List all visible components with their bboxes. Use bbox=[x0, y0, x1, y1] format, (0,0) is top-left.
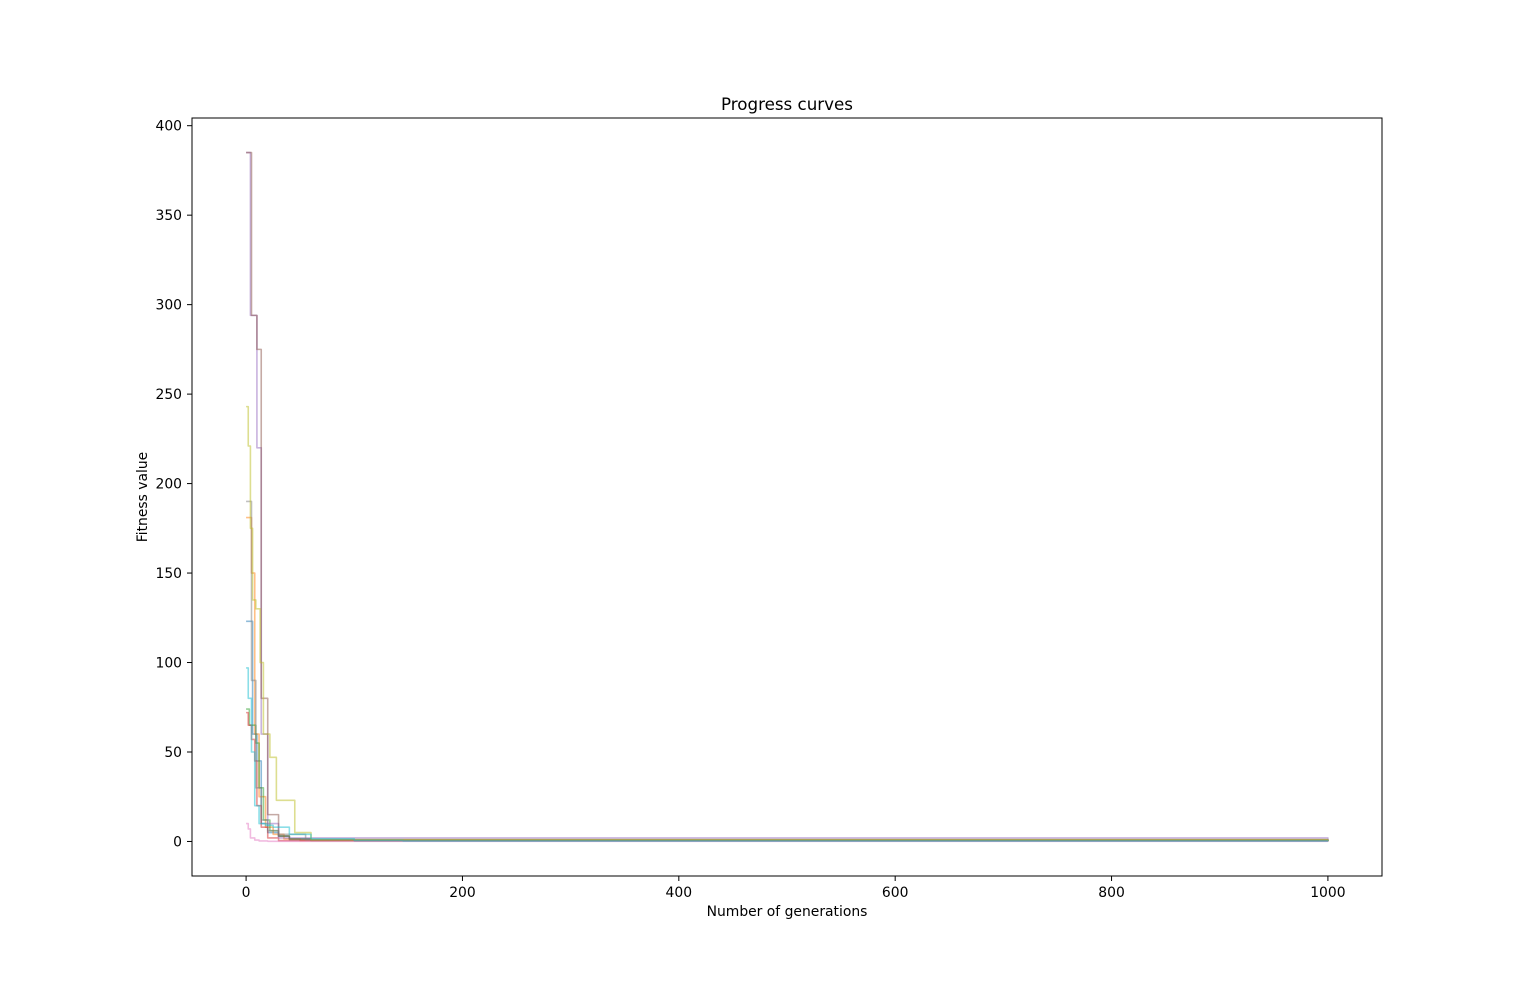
series-layer bbox=[246, 151, 1329, 843]
series-line-10 bbox=[246, 667, 1329, 842]
plot-frame bbox=[191, 117, 1383, 877]
series-line-7 bbox=[246, 822, 1329, 843]
series-line-6 bbox=[246, 151, 1329, 842]
y-tick-label: 350 bbox=[155, 208, 182, 224]
y-tick-label: 50 bbox=[164, 745, 182, 761]
y-tick-label: 0 bbox=[173, 834, 182, 850]
series-line-8 bbox=[246, 500, 1329, 842]
x-tick-label: 800 bbox=[1098, 885, 1125, 901]
y-tick-label: 100 bbox=[155, 656, 182, 672]
series-line-4 bbox=[246, 711, 1329, 842]
x-tick-label: 0 bbox=[242, 885, 251, 901]
x-axis-ticks: 0 200 400 600 800 1000 bbox=[242, 876, 1346, 901]
x-tick-label: 200 bbox=[449, 885, 476, 901]
y-tick-label: 150 bbox=[155, 566, 182, 582]
series-line-5 bbox=[246, 151, 1329, 842]
y-tick-label: 400 bbox=[155, 119, 182, 135]
y-tick-label: 200 bbox=[155, 477, 182, 493]
series-line-1 bbox=[246, 620, 1329, 842]
x-tick-label: 400 bbox=[666, 885, 693, 901]
y-axis-ticks: 0 50 100 150 200 250 300 350 400 bbox=[155, 119, 192, 850]
x-tick-label: 1000 bbox=[1310, 885, 1345, 901]
y-tick-label: 300 bbox=[155, 298, 182, 314]
series-line-9 bbox=[246, 405, 1329, 842]
x-axis-label: Number of generations bbox=[707, 904, 868, 920]
chart-title: Progress curves bbox=[721, 94, 853, 114]
series-line-3 bbox=[246, 708, 1329, 842]
series-line-2 bbox=[246, 516, 1329, 842]
x-tick-label: 600 bbox=[882, 885, 909, 901]
y-tick-label: 250 bbox=[155, 387, 182, 403]
y-axis-label: Fitness value bbox=[135, 452, 151, 542]
